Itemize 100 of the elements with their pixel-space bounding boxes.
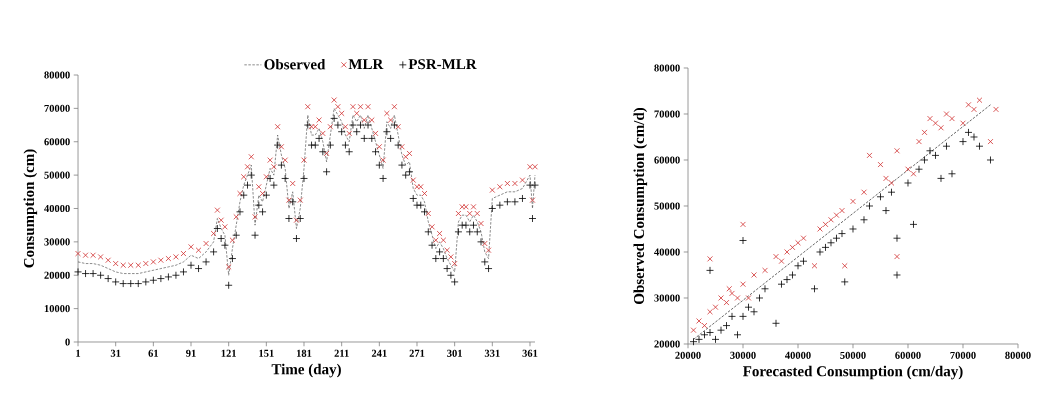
y-tick-label: 60000	[44, 138, 70, 146]
point	[740, 281, 746, 288]
point	[975, 142, 984, 151]
point	[905, 166, 911, 173]
y-tick-label: 40000	[654, 248, 680, 256]
point	[841, 262, 848, 269]
x-tick-label: 211	[334, 349, 349, 357]
y-axis-title: Consumption (cm)	[23, 149, 38, 268]
point	[772, 319, 780, 328]
y-tick-label: 60000	[654, 156, 680, 164]
point	[689, 337, 698, 346]
point	[937, 174, 945, 183]
point	[755, 294, 764, 302]
point	[887, 188, 896, 197]
x-tick-label: 271	[409, 349, 425, 357]
point	[700, 330, 709, 339]
point	[690, 327, 697, 334]
point	[840, 277, 849, 286]
point	[932, 120, 939, 127]
point	[711, 335, 720, 344]
point	[839, 207, 845, 214]
x-tick-label: 1	[76, 349, 81, 357]
point	[838, 229, 846, 238]
point	[778, 258, 785, 265]
x-axis-title: Time (day)	[271, 363, 341, 378]
point	[773, 253, 779, 260]
y-axis-title: Observed Consumption (cm/d)	[633, 107, 648, 305]
point	[882, 206, 890, 215]
x-tick-label: 91	[186, 349, 196, 357]
y-tick-label: 30000	[654, 294, 680, 302]
legend-label: PSR-MLR	[408, 59, 477, 70]
point	[788, 271, 797, 279]
point	[877, 161, 884, 168]
point	[783, 275, 791, 284]
y-tick-label: 70000	[44, 104, 70, 112]
point	[948, 169, 956, 178]
point	[740, 221, 746, 228]
point	[733, 330, 742, 339]
x-tick-label: 70000	[950, 351, 976, 359]
x-tick-label: 61	[148, 349, 159, 357]
point	[921, 129, 928, 136]
y-tick-label: 30000	[44, 238, 70, 246]
point	[894, 147, 900, 154]
x-tick-label: 151	[259, 349, 274, 357]
point	[695, 335, 703, 344]
point	[920, 156, 929, 164]
point	[876, 192, 885, 201]
point	[965, 101, 972, 108]
point	[927, 115, 933, 122]
point	[777, 280, 786, 289]
x-tick-label: 40000	[785, 351, 811, 359]
point	[734, 295, 741, 301]
point	[739, 312, 747, 321]
point	[789, 244, 796, 251]
point	[976, 97, 983, 104]
point	[717, 326, 725, 335]
point	[894, 253, 900, 260]
point	[893, 271, 901, 279]
point	[833, 212, 840, 219]
point	[726, 285, 733, 292]
y-tick-label: 50000	[44, 171, 70, 179]
point	[827, 238, 835, 247]
point	[706, 266, 714, 275]
x-tick-label: 181	[296, 349, 312, 357]
point	[712, 304, 719, 311]
point	[745, 295, 752, 301]
y-tick-label: 0	[65, 338, 70, 346]
point	[986, 156, 995, 164]
point	[811, 262, 818, 269]
x-tick-label: 31	[110, 349, 121, 357]
point	[909, 220, 918, 229]
x-tick-label: 30000	[730, 351, 756, 359]
point	[832, 234, 841, 243]
point	[822, 221, 829, 228]
y-tick-label: 10000	[44, 305, 70, 313]
point	[865, 202, 874, 210]
point	[722, 321, 731, 330]
point	[850, 198, 856, 205]
point	[883, 175, 889, 182]
point	[799, 257, 808, 266]
point	[910, 170, 917, 177]
y-tick-label: 70000	[654, 110, 680, 118]
legend-label: MLR	[348, 59, 384, 70]
point	[943, 111, 950, 117]
x-axis-title: Forecasted Consumption (cm/day)	[742, 365, 963, 380]
x-tick-label: 121	[221, 349, 236, 357]
point	[904, 179, 912, 187]
point	[795, 239, 801, 246]
point	[960, 120, 966, 127]
x-tick-label: 80000	[1005, 351, 1031, 359]
x-tick-label: 60000	[895, 351, 921, 359]
point	[794, 261, 802, 270]
y-tick-label: 80000	[44, 71, 70, 79]
point	[888, 180, 895, 186]
x-tick-label: 361	[522, 349, 538, 357]
x-tick-label: 50000	[840, 351, 866, 359]
point	[861, 189, 867, 196]
point	[938, 124, 944, 131]
point	[916, 138, 922, 145]
point	[849, 225, 857, 233]
